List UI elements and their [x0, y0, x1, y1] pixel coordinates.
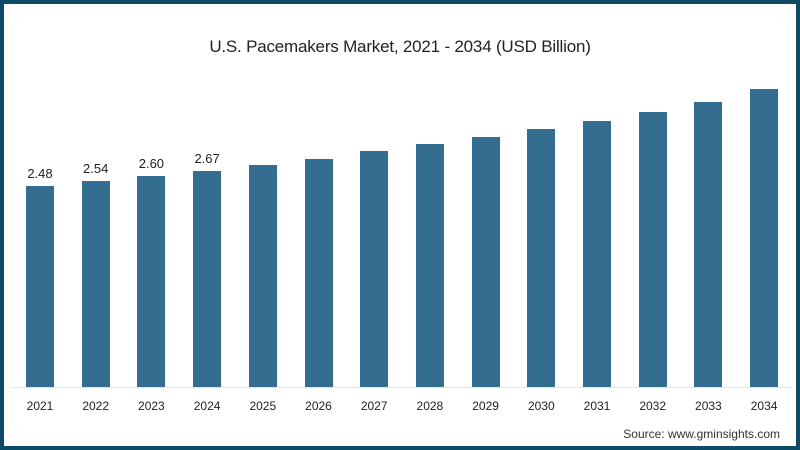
x-tick-label: 2032 [639, 399, 667, 413]
x-tick-label: 2028 [416, 399, 444, 413]
x-tick-label: 2023 [138, 399, 165, 413]
data-label: 2.54 [83, 161, 109, 177]
bar-2034 [750, 88, 779, 387]
bar-2021 [26, 186, 54, 387]
bar-2025 [248, 164, 277, 387]
data-label: 2.48 [27, 166, 53, 181]
x-axis-line [12, 387, 792, 388]
bar-2024 [193, 170, 222, 387]
bar-2029 [471, 136, 500, 387]
x-tick-label: 2029 [472, 399, 499, 413]
bar-2022 [81, 181, 110, 387]
bar-2027 [360, 151, 389, 387]
x-tick-label: 2030 [527, 399, 555, 413]
x-tick-label: 2025 [249, 399, 277, 413]
bar-2032 [638, 112, 667, 387]
bar-2028 [415, 143, 444, 387]
bar-2030 [527, 129, 556, 387]
source-note: Source: www.gminsights.com [623, 427, 780, 441]
x-tick-label: 2026 [305, 399, 332, 413]
x-tick-label: 2021 [26, 399, 54, 413]
data-label: 2.67 [194, 150, 220, 166]
bar-2026 [304, 159, 333, 387]
x-tick-label: 2027 [360, 399, 388, 413]
x-tick-label: 2031 [583, 399, 611, 413]
bar-2023 [137, 176, 166, 387]
data-label: 2.60 [138, 156, 165, 172]
x-tick-label: 2022 [82, 399, 110, 413]
x-tick-label: 2024 [193, 399, 221, 413]
chart-title: U.S. Pacemakers Market, 2021 - 2034 (USD… [209, 37, 591, 56]
bar-2033 [694, 101, 723, 387]
x-tick-label: 2033 [695, 399, 722, 413]
bar-2031 [583, 121, 611, 387]
x-tick-label: 2034 [750, 399, 778, 413]
